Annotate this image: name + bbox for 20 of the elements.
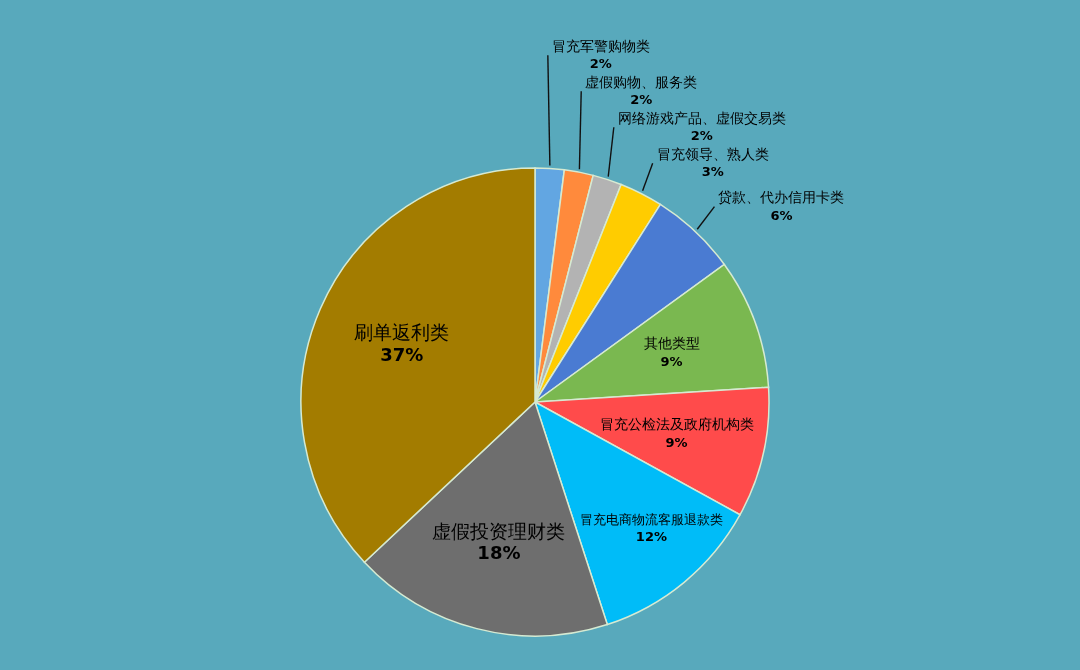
slice-label: 贷款、代办信用卡类 bbox=[718, 189, 845, 206]
slice-label: 虚假投资理财类 bbox=[432, 519, 566, 542]
data-label: 9% bbox=[665, 434, 688, 450]
data-label: 2% bbox=[589, 56, 612, 72]
slice-label: 其他类型 bbox=[643, 335, 700, 352]
slice-label: 冒充军警购物类 bbox=[551, 37, 650, 54]
data-label: 12% bbox=[635, 528, 667, 544]
slice-label: 刷单返利类 bbox=[354, 321, 450, 344]
slice-label: 冒充领导、熟人类 bbox=[656, 145, 769, 162]
data-label: 37% bbox=[380, 343, 424, 365]
data-label: 9% bbox=[660, 353, 683, 369]
slice-label: 冒充公检法及政府机构类 bbox=[599, 416, 754, 433]
data-label: 2% bbox=[630, 92, 653, 108]
slice-label: 网络游戏产品、虚假交易类 bbox=[617, 109, 786, 126]
data-label: 3% bbox=[701, 164, 724, 180]
data-label: 6% bbox=[770, 207, 793, 223]
data-label: 2% bbox=[690, 128, 713, 144]
data-label: 18% bbox=[477, 542, 521, 564]
slice-label: 虚假购物、服务类 bbox=[585, 73, 698, 90]
slice-label: 冒充电商物流客服退款类 bbox=[579, 511, 723, 527]
